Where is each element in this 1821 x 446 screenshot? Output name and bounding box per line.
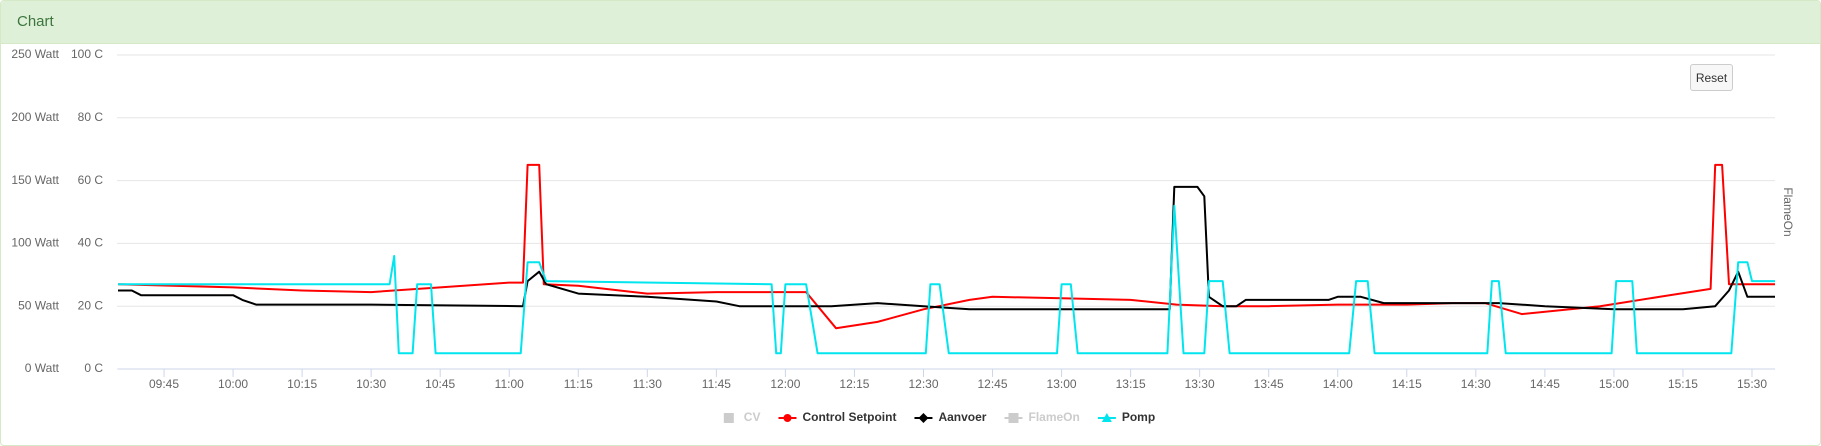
x-tick-label: 13:15 bbox=[1116, 377, 1146, 391]
x-tick-label: 14:00 bbox=[1323, 377, 1353, 391]
x-tick-label: 15:30 bbox=[1737, 377, 1767, 391]
x-tick-label: 12:45 bbox=[978, 377, 1008, 391]
x-tick-label: 09:45 bbox=[149, 377, 179, 391]
y-tick-label: 0 Watt bbox=[25, 361, 60, 375]
y2-tick-label: 100 C bbox=[71, 47, 103, 61]
legend-marker bbox=[918, 413, 929, 423]
y2-tick-label: 60 C bbox=[78, 173, 104, 187]
legend-marker bbox=[1101, 413, 1112, 422]
x-tick-label: 11:00 bbox=[495, 377, 524, 391]
y2-tick-label: 20 C bbox=[78, 298, 104, 312]
x-tick-label: 10:15 bbox=[287, 377, 317, 391]
x-tick-label: 11:30 bbox=[633, 377, 662, 391]
series-line bbox=[117, 163, 1775, 330]
series-line bbox=[118, 204, 1775, 355]
x-tick-label: 13:00 bbox=[1047, 377, 1077, 391]
x-tick-label: 11:45 bbox=[702, 377, 731, 391]
legend-label[interactable]: Control Setpoint bbox=[802, 410, 896, 424]
x-tick-label: 12:00 bbox=[770, 377, 800, 391]
y-tick-label: 100 Watt bbox=[11, 236, 59, 250]
legend-marker bbox=[723, 413, 734, 423]
x-tick-label: 13:45 bbox=[1254, 377, 1284, 391]
chart: FlameOn 0 Watt 50 Watt 100 Watt 150 Watt 200… bbox=[11, 47, 1795, 424]
x-tick-label: 14:30 bbox=[1461, 377, 1491, 391]
legend-marker bbox=[783, 414, 792, 422]
x-tick-label: 12:30 bbox=[908, 377, 938, 391]
y2-tick-label: 40 C bbox=[78, 236, 104, 250]
x-tick-label: 10:00 bbox=[218, 377, 248, 391]
y-tick-label: 50 Watt bbox=[18, 298, 60, 312]
x-tick-label: 10:30 bbox=[356, 377, 386, 391]
y-tick-label: 150 Watt bbox=[11, 173, 59, 187]
y-tick-label: 250 Watt bbox=[11, 47, 59, 61]
x-tick-label: 13:30 bbox=[1185, 377, 1215, 391]
x-tick-label: 14:45 bbox=[1530, 377, 1560, 391]
reset-button[interactable]: Reset bbox=[1690, 64, 1733, 91]
legend-marker bbox=[1008, 413, 1019, 423]
y2-tick-label: 80 C bbox=[78, 110, 104, 124]
x-tick-label: 11:15 bbox=[564, 377, 593, 391]
legend-label[interactable]: Aanvoer bbox=[938, 410, 986, 424]
y-tick-label: 200 Watt bbox=[11, 110, 59, 124]
x-tick-label: 12:15 bbox=[839, 377, 869, 391]
y2-axis-title: FlameOn bbox=[1781, 187, 1795, 236]
x-tick-label: 10:45 bbox=[425, 377, 455, 391]
legend-label[interactable]: CV bbox=[744, 410, 761, 424]
y2-tick-label: 0 C bbox=[84, 361, 103, 375]
series-line bbox=[118, 185, 1775, 311]
x-tick-label: 15:15 bbox=[1668, 377, 1698, 391]
panel-title: Chart bbox=[1, 1, 1820, 44]
x-tick-label: 14:15 bbox=[1392, 377, 1422, 391]
x-tick-label: 15:00 bbox=[1599, 377, 1629, 391]
legend-label[interactable]: Pomp bbox=[1122, 410, 1155, 424]
legend-label[interactable]: FlameOn bbox=[1028, 410, 1079, 424]
